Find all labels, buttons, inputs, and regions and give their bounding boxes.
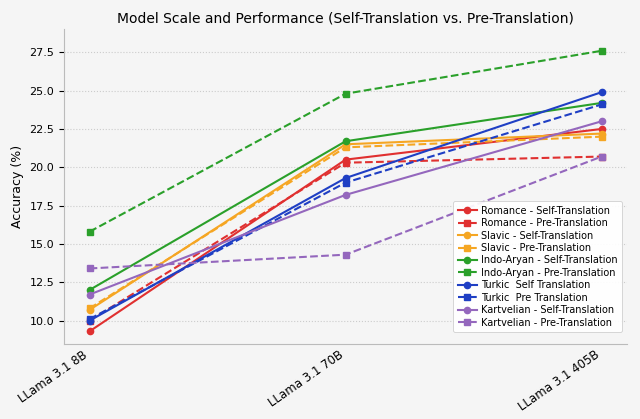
Line: Turkic  Self Translation: Turkic Self Translation bbox=[86, 89, 605, 324]
Kartvelian - Self-Translation bbox=[598, 119, 605, 124]
Indo-Aryan - Self-Translation bbox=[342, 139, 349, 144]
Kartvelian - Pre-Translation bbox=[86, 266, 93, 271]
Indo-Aryan - Self-Translation bbox=[598, 101, 605, 106]
Line: Slavic - Self-Translation: Slavic - Self-Translation bbox=[86, 130, 605, 313]
Y-axis label: Accuracy (%): Accuracy (%) bbox=[11, 145, 24, 228]
Romance - Self-Translation bbox=[342, 157, 349, 162]
Indo-Aryan - Pre-Translation bbox=[598, 48, 605, 53]
Turkic  Self Translation bbox=[598, 90, 605, 95]
Legend: Romance - Self-Translation, Romance - Pre-Translation, Slavic - Self-Translation: Romance - Self-Translation, Romance - Pr… bbox=[452, 201, 622, 332]
Kartvelian - Self-Translation bbox=[86, 292, 93, 297]
Turkic  Pre Translation bbox=[86, 316, 93, 321]
Line: Romance - Self-Translation: Romance - Self-Translation bbox=[86, 126, 605, 334]
Line: Indo-Aryan - Self-Translation: Indo-Aryan - Self-Translation bbox=[86, 100, 605, 293]
Kartvelian - Pre-Translation bbox=[342, 252, 349, 257]
Indo-Aryan - Pre-Translation bbox=[342, 91, 349, 96]
Romance - Self-Translation bbox=[86, 329, 93, 334]
Turkic  Pre Translation bbox=[598, 102, 605, 107]
Title: Model Scale and Performance (Self-Translation vs. Pre-Translation): Model Scale and Performance (Self-Transl… bbox=[117, 11, 574, 26]
Romance - Pre-Translation bbox=[342, 160, 349, 165]
Romance - Pre-Translation bbox=[86, 318, 93, 323]
Line: Kartvelian - Pre-Translation: Kartvelian - Pre-Translation bbox=[86, 153, 605, 272]
Line: Romance - Pre-Translation: Romance - Pre-Translation bbox=[86, 153, 605, 324]
Line: Slavic - Pre-Translation: Slavic - Pre-Translation bbox=[86, 134, 605, 311]
Slavic - Pre-Translation bbox=[86, 306, 93, 311]
Turkic  Pre Translation bbox=[342, 180, 349, 185]
Line: Kartvelian - Self-Translation: Kartvelian - Self-Translation bbox=[86, 118, 605, 297]
Turkic  Self Translation bbox=[86, 318, 93, 323]
Line: Indo-Aryan - Pre-Translation: Indo-Aryan - Pre-Translation bbox=[86, 48, 605, 235]
Slavic - Pre-Translation bbox=[342, 145, 349, 150]
Kartvelian - Pre-Translation bbox=[598, 154, 605, 159]
Line: Turkic  Pre Translation: Turkic Pre Translation bbox=[86, 101, 605, 322]
Romance - Pre-Translation bbox=[598, 154, 605, 159]
Slavic - Self-Translation bbox=[342, 142, 349, 147]
Romance - Self-Translation bbox=[598, 127, 605, 132]
Indo-Aryan - Self-Translation bbox=[86, 287, 93, 292]
Kartvelian - Self-Translation bbox=[342, 192, 349, 197]
Turkic  Self Translation bbox=[342, 176, 349, 181]
Slavic - Self-Translation bbox=[86, 308, 93, 313]
Slavic - Self-Translation bbox=[598, 131, 605, 136]
Slavic - Pre-Translation bbox=[598, 134, 605, 139]
Indo-Aryan - Pre-Translation bbox=[86, 229, 93, 234]
